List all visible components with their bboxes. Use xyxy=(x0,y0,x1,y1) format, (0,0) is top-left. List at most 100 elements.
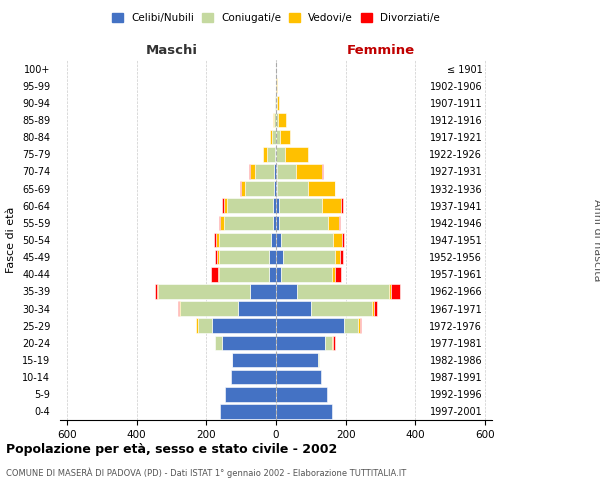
Bar xyxy=(220,216,224,230)
Bar xyxy=(263,147,266,162)
Bar xyxy=(311,302,372,316)
Bar xyxy=(197,318,212,333)
Bar xyxy=(266,147,275,162)
Bar xyxy=(359,318,361,333)
Bar xyxy=(276,96,277,110)
Bar xyxy=(218,216,220,230)
Bar xyxy=(275,147,276,162)
Bar xyxy=(249,164,250,178)
Bar xyxy=(274,182,276,196)
Bar xyxy=(334,336,335,350)
Bar xyxy=(391,284,400,298)
Bar xyxy=(274,164,276,178)
Bar xyxy=(211,267,218,281)
Bar xyxy=(218,250,269,264)
Bar xyxy=(276,302,311,316)
Bar xyxy=(335,267,341,281)
Bar xyxy=(218,232,271,248)
Bar xyxy=(277,164,296,178)
Bar xyxy=(272,130,275,144)
Bar xyxy=(344,318,358,333)
Bar xyxy=(325,336,332,350)
Bar xyxy=(272,216,276,230)
Bar xyxy=(276,112,278,128)
Bar xyxy=(342,232,344,248)
Bar xyxy=(281,267,332,281)
Bar xyxy=(283,250,335,264)
Y-axis label: Fasce di età: Fasce di età xyxy=(7,207,16,273)
Bar xyxy=(276,387,326,402)
Bar xyxy=(332,267,335,281)
Bar xyxy=(158,284,250,298)
Bar xyxy=(281,232,334,248)
Bar xyxy=(297,284,389,298)
Bar xyxy=(372,302,374,316)
Bar xyxy=(318,352,319,368)
Bar xyxy=(155,284,157,298)
Text: Maschi: Maschi xyxy=(145,44,197,57)
Bar xyxy=(276,352,318,368)
Bar xyxy=(308,182,335,196)
Text: Popolazione per età, sesso e stato civile - 2002: Popolazione per età, sesso e stato civil… xyxy=(6,442,337,456)
Bar xyxy=(222,336,276,350)
Bar xyxy=(250,164,255,178)
Bar xyxy=(269,250,276,264)
Bar xyxy=(285,147,308,162)
Bar xyxy=(245,182,274,196)
Bar xyxy=(276,232,281,248)
Bar xyxy=(276,216,280,230)
Bar xyxy=(215,336,222,350)
Bar xyxy=(180,302,238,316)
Bar xyxy=(178,302,179,316)
Text: Femmine: Femmine xyxy=(346,44,415,57)
Bar xyxy=(334,232,342,248)
Bar xyxy=(277,182,308,196)
Bar xyxy=(214,232,216,248)
Bar xyxy=(226,387,276,402)
Bar xyxy=(273,112,274,128)
Bar xyxy=(222,198,224,213)
Bar xyxy=(277,130,280,144)
Bar xyxy=(238,302,276,316)
Bar xyxy=(276,78,277,93)
Bar xyxy=(276,267,281,281)
Bar xyxy=(277,96,280,110)
Bar xyxy=(339,216,340,230)
Bar xyxy=(280,216,328,230)
Bar xyxy=(227,198,272,213)
Bar xyxy=(374,302,377,316)
Bar xyxy=(322,164,323,178)
Bar xyxy=(271,232,276,248)
Bar xyxy=(341,198,343,213)
Bar xyxy=(241,182,245,196)
Bar xyxy=(335,250,340,264)
Bar xyxy=(224,198,227,213)
Bar xyxy=(271,130,272,144)
Bar xyxy=(255,164,274,178)
Bar xyxy=(340,250,343,264)
Bar xyxy=(250,284,276,298)
Bar xyxy=(218,267,269,281)
Bar xyxy=(276,404,332,418)
Text: COMUNE DI MASERÀ DI PADOVA (PD) - Dati ISTAT 1° gennaio 2002 - Elaborazione TUTT: COMUNE DI MASERÀ DI PADOVA (PD) - Dati I… xyxy=(6,468,406,478)
Bar xyxy=(157,284,158,298)
Bar xyxy=(224,216,272,230)
Bar xyxy=(328,216,339,230)
Bar xyxy=(332,336,334,350)
Bar xyxy=(179,302,180,316)
Bar xyxy=(276,284,297,298)
Bar xyxy=(389,284,391,298)
Bar xyxy=(280,130,290,144)
Bar xyxy=(231,370,276,384)
Bar xyxy=(276,198,279,213)
Legend: Celibi/Nubili, Coniugati/e, Vedovi/e, Divorziati/e: Celibi/Nubili, Coniugati/e, Vedovi/e, Di… xyxy=(109,10,443,26)
Bar xyxy=(274,112,275,128)
Bar xyxy=(358,318,359,333)
Bar xyxy=(212,318,276,333)
Bar xyxy=(277,147,285,162)
Bar xyxy=(276,336,325,350)
Bar xyxy=(215,250,217,264)
Bar xyxy=(216,232,218,248)
Bar xyxy=(278,112,286,128)
Bar xyxy=(220,404,276,418)
